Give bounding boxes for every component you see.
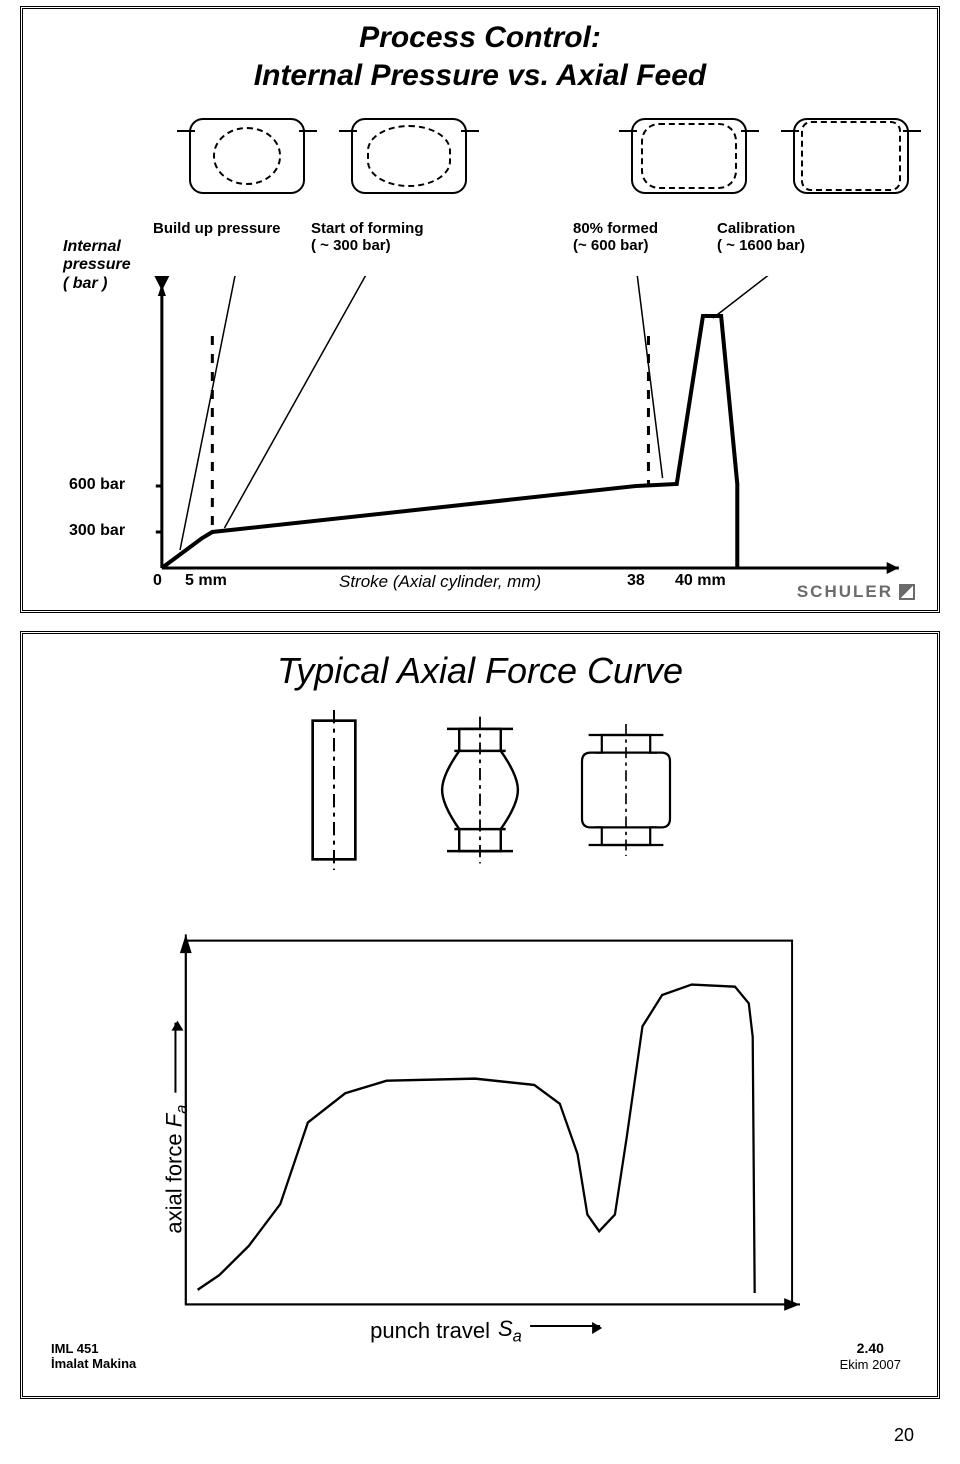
slide-process-control: Process Control: Internal Pressure vs. A… [20,6,940,613]
stage-shape-4 [785,108,917,204]
title-line1: Process Control: [359,21,601,54]
force-chart: axial force Fa punch travel Sa [111,880,859,1340]
stage4-label: Calibration ( ~ 1600 bar) [717,220,805,255]
stage-shape-2 [343,108,475,204]
pressure-chart-svg [71,276,919,596]
schuler-logo-mark [899,584,915,600]
tube-stage-1 [279,710,389,870]
arrow-icon [530,1325,600,1327]
title-line2: Internal Pressure vs. Axial Feed [254,59,706,92]
force-xlabel: punch travel Sa [370,1316,600,1346]
stage2-label: Start of forming ( ~ 300 bar) [311,220,424,255]
tube-stage-3 [571,710,681,870]
force-chart-svg [111,880,859,1340]
page-number: 20 [0,1425,914,1446]
tube-shapes-row [41,710,919,870]
xtick-38: 38 [627,572,645,590]
xtick-0: 0 [153,572,162,590]
stage-shape-3 [623,108,755,204]
xtick-40: 40 mm [675,572,726,590]
slide-axial-force: Typical Axial Force Curve [20,631,940,1399]
schuler-logo: SCHULER [797,582,915,602]
arrow-icon [174,1023,176,1093]
stage-shape-1 [181,108,313,204]
force-ylabel: axial force Fa [161,1023,191,1234]
footer-left: IML 451 İmalat Makina [51,1342,136,1372]
slide1-title: Process Control: Internal Pressure vs. A… [41,19,919,94]
ytick-600: 600 bar [69,476,125,494]
stage1-label: Build up pressure [153,220,281,237]
xaxis-label: Stroke (Axial cylinder, mm) [339,572,541,592]
stage-labels: Build up pressure Start of forming ( ~ 3… [41,220,919,276]
stage3-label: 80% formed (~ 600 bar) [573,220,658,255]
pressure-chart: 600 bar 300 bar 0 5 mm Stroke (Axial cyl… [71,276,919,596]
tube-stage-2 [425,710,535,870]
footer-right: 2.40 Ekim 2007 [840,1341,901,1372]
xtick-5: 5 mm [185,572,227,590]
slide2-title: Typical Axial Force Curve [41,650,919,692]
ytick-300: 300 bar [69,522,125,540]
stage-shapes-row [181,108,919,204]
